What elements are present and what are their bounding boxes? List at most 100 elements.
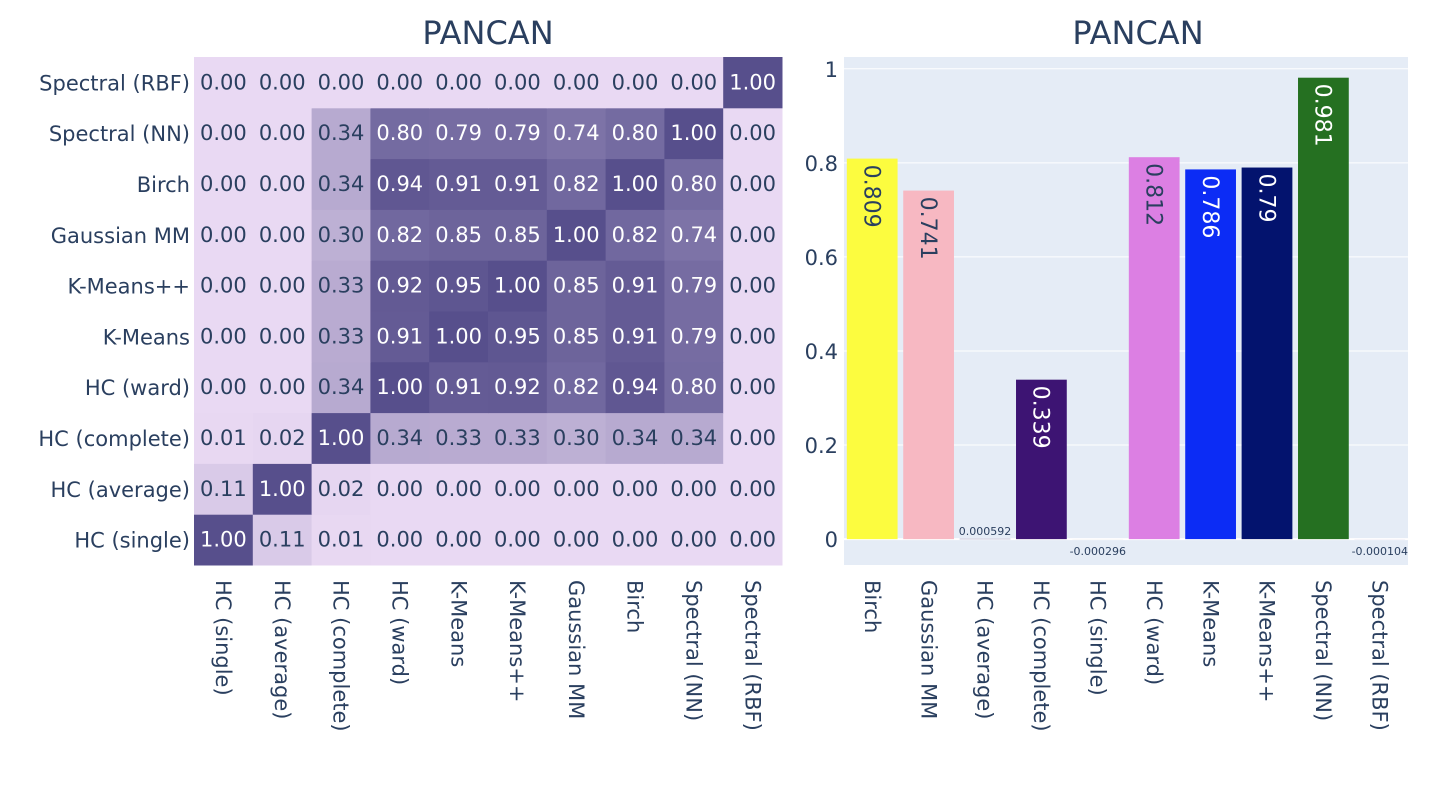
heatmap-cell-hc-complete-spectral-rbf — [723, 412, 783, 464]
heatmap-cell-value: 0.00 — [729, 324, 776, 348]
heatmap-cell-value: 0.02 — [259, 426, 306, 450]
heatmap-cell-k-means-hc-average — [252, 311, 313, 363]
bar-x-tick: K-Means++ — [1255, 580, 1279, 703]
bar-y-tick: 0.6 — [805, 246, 838, 270]
heatmap-cell-value: 0.80 — [612, 121, 659, 145]
heatmap-y-tick: Spectral (NN) — [49, 122, 190, 146]
heatmap-cell-k-means-k-means — [429, 260, 489, 312]
heatmap-cell-value: 0.80 — [376, 121, 423, 145]
heatmap-cell-value: 1.00 — [553, 223, 600, 247]
heatmap-cell-k-means-hc-complete — [311, 260, 371, 312]
heatmap-cell-value: 1.00 — [670, 121, 717, 145]
heatmap-cell-value: 0.74 — [670, 223, 717, 247]
heatmap-cell-gaussian-mm-k-means — [429, 209, 489, 261]
heatmap-cell-spectral-nn-spectral-rbf — [723, 107, 783, 160]
heatmap-cell-value: 0.79 — [494, 121, 541, 145]
heatmap-cell-value: 0.95 — [494, 324, 541, 348]
heatmap-cell-value: 0.74 — [553, 121, 600, 145]
heatmap-cell-k-means-spectral-rbf — [723, 311, 783, 363]
heatmap-cell-birch-spectral-nn — [664, 158, 724, 210]
heatmap-cell-hc-complete-k-means — [488, 412, 548, 464]
heatmap-cell-value: 0.85 — [553, 274, 600, 298]
heatmap-cell-value: 0.34 — [376, 426, 423, 450]
heatmap-cell-hc-complete-k-means — [429, 412, 489, 464]
heatmap-cell-value: 0.82 — [553, 375, 600, 399]
heatmap-cell-value: 0.00 — [318, 70, 365, 94]
bar-x-tick: HC (single) — [1085, 580, 1109, 696]
heatmap-y-tick: Birch — [137, 173, 190, 197]
bar-k-means — [1185, 169, 1236, 540]
heatmap-cell-hc-average-hc-average — [252, 463, 313, 515]
heatmap-cell-value: 0.00 — [729, 223, 776, 247]
heatmap-cell-value: 1.00 — [318, 426, 365, 450]
heatmap-cell-value: 0.79 — [670, 324, 717, 348]
heatmap-cell-value: 0.82 — [612, 223, 659, 247]
heatmap-cell-gaussian-mm-spectral-rbf — [723, 209, 783, 261]
heatmap-cell-value: 0.11 — [200, 477, 247, 501]
bar-y-tick: 1 — [825, 58, 838, 82]
heatmap-cell-k-means-spectral-nn — [664, 311, 724, 363]
heatmap-cell-birch-hc-single — [194, 158, 254, 210]
heatmap-cell-hc-average-gaussian-mm — [546, 463, 607, 515]
heatmap-cell-k-means-k-means — [488, 311, 548, 363]
heatmap-cell-value: 0.33 — [318, 324, 365, 348]
heatmap-cell-hc-ward-hc-single — [194, 361, 254, 414]
heatmap-cell-value: 0.33 — [435, 426, 482, 450]
heatmap-cell-gaussian-mm-birch — [605, 209, 665, 261]
heatmap-cell-spectral-nn-birch — [605, 107, 665, 160]
bar-y-tick-labels: 0 0.2 0.4 0.6 0.8 1 — [805, 58, 838, 552]
heatmap-cell-hc-ward-hc-complete — [311, 361, 371, 414]
heatmap-cell-value: 0.01 — [200, 426, 247, 450]
heatmap-cell-k-means-k-means — [429, 311, 489, 363]
heatmap-cell-value: 0.02 — [318, 477, 365, 501]
heatmap-x-tick: Gaussian MM — [564, 580, 588, 719]
bar-value-label: -0.000104 — [1352, 545, 1408, 558]
bar-title: PANCAN — [1072, 14, 1203, 52]
heatmap-cell-birch-hc-ward — [370, 158, 430, 210]
heatmap-cell-value: 0.00 — [259, 375, 306, 399]
heatmap-cell-value: 0.00 — [200, 121, 247, 145]
heatmap-cell-hc-ward-k-means — [488, 361, 548, 414]
heatmap-cell-value: 0.34 — [318, 375, 365, 399]
heatmap-x-tick: HC (complete) — [329, 580, 353, 732]
heatmap-y-tick: HC (single) — [74, 529, 190, 553]
heatmap-cell-hc-complete-hc-average — [252, 412, 313, 464]
heatmap-cell-value: 0.79 — [670, 274, 717, 298]
bar-x-tick: HC (complete) — [1029, 580, 1053, 732]
bar-value-label: 0.741 — [915, 197, 940, 260]
heatmap-cell-k-means-hc-ward — [370, 311, 430, 363]
heatmap-cell-value: 0.91 — [612, 274, 659, 298]
heatmap-cell-k-means-spectral-nn — [664, 260, 724, 312]
heatmap-cell-value: 1.00 — [200, 528, 247, 552]
heatmap-cell-hc-complete-hc-single — [194, 412, 254, 464]
heatmap-cell-spectral-rbf-gaussian-mm — [546, 57, 607, 109]
heatmap-cell-value: 0.00 — [729, 426, 776, 450]
heatmap-cell-value: 0.00 — [670, 528, 717, 552]
heatmap-cell-hc-complete-gaussian-mm — [546, 412, 607, 464]
heatmap-cell-value: 1.00 — [376, 375, 423, 399]
heatmap-cell-value: 0.85 — [435, 223, 482, 247]
heatmap-cell-value: 0.00 — [200, 375, 247, 399]
heatmap-cell-birch-k-means — [429, 158, 489, 210]
heatmap-cell-spectral-rbf-hc-complete — [311, 57, 371, 109]
bar-x-tick: HC (ward) — [1142, 580, 1166, 685]
heatmap-cell-hc-single-hc-ward — [370, 514, 430, 566]
heatmap-cell-value: 0.82 — [553, 172, 600, 196]
heatmap-cell-value: 0.30 — [318, 223, 365, 247]
bar-chart: PANCAN 0 0.2 0.4 0.6 0.8 1 0.809 0.741 0.000592… — [805, 14, 1408, 732]
heatmap-cell-value: 0.91 — [612, 324, 659, 348]
bar-value-label: 0.981 — [1310, 84, 1335, 147]
bar-x-tick: Spectral (NN) — [1311, 580, 1335, 721]
heatmap-cell-value: 0.00 — [553, 70, 600, 94]
heatmap-x-tick: Spectral (RBF) — [740, 580, 764, 731]
bar-x-tick: Birch — [860, 580, 884, 633]
heatmap-cell-value: 0.00 — [259, 324, 306, 348]
heatmap-y-tick: K-Means — [103, 325, 190, 349]
heatmap-cell-k-means-hc-ward — [370, 260, 430, 312]
heatmap-cell-birch-hc-average — [252, 158, 313, 210]
heatmap-cell-value: 0.91 — [376, 324, 423, 348]
bar-value-label: -0.000296 — [1070, 545, 1126, 558]
bar-value-label: 0.812 — [1141, 163, 1166, 226]
bar-value-label: 0.809 — [859, 165, 884, 228]
